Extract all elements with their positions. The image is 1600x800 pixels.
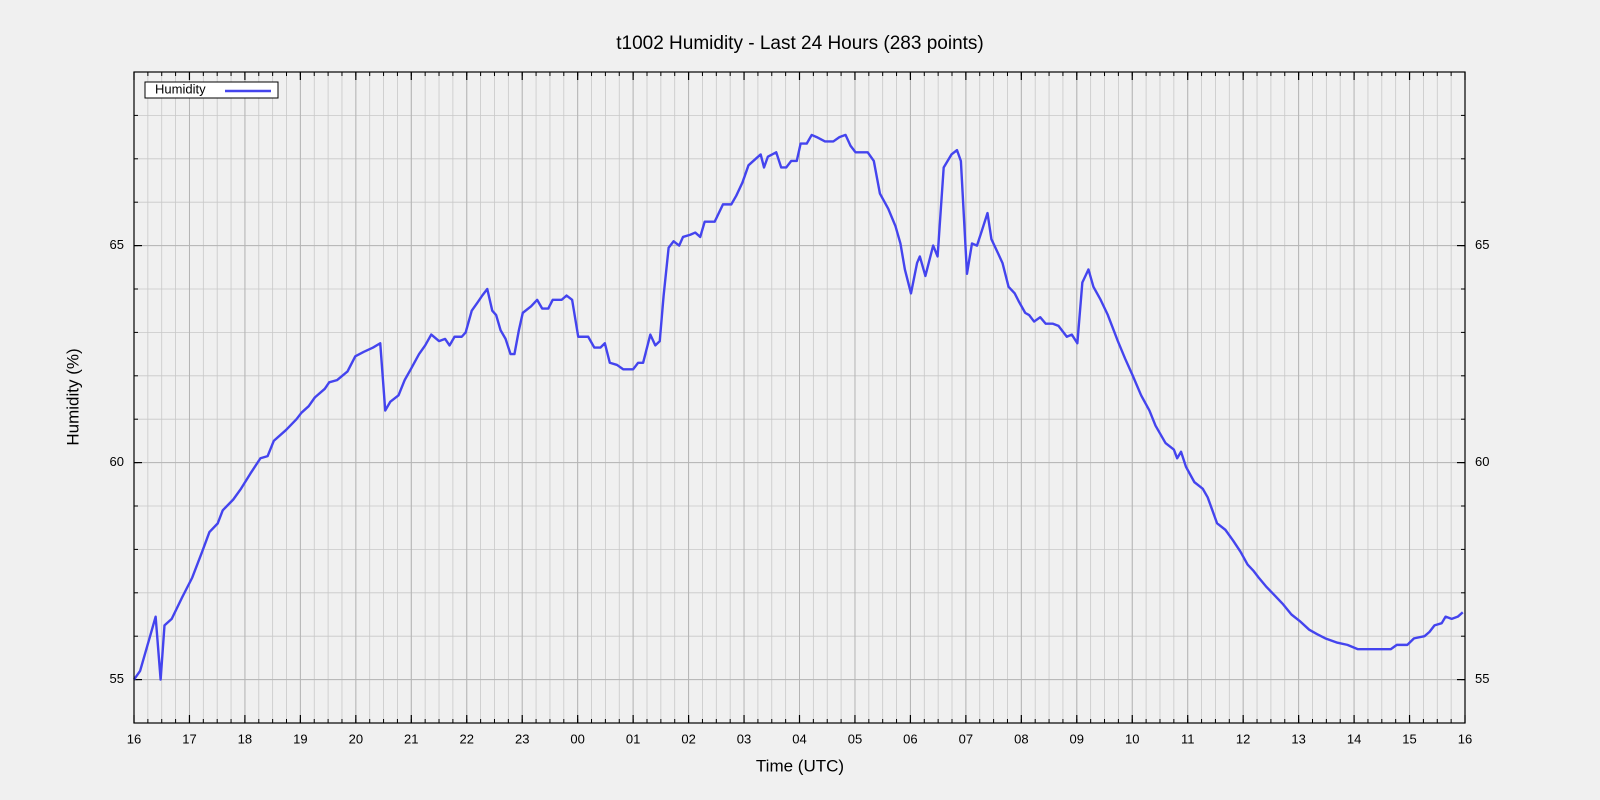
y-axis-label: Humidity (%): [63, 348, 82, 445]
x-tick-label: 03: [737, 731, 751, 746]
x-tick-label: 11: [1181, 731, 1195, 746]
ticks: 16 17 18 19 20 21 22 23 00 01 02 03 04 05 06 07 08 09 10 11…: [110, 71, 1489, 746]
plot: [133, 133, 1464, 681]
x-tick-label: 14: [1347, 731, 1361, 746]
legend: Humidity: [144, 81, 279, 99]
x-tick-label: 23: [515, 731, 529, 746]
x-tick-label: 04: [792, 731, 806, 746]
x-tick-label: 02: [681, 731, 695, 746]
x-tick-label: 20: [349, 731, 363, 746]
x-tick-label: 17: [182, 731, 196, 746]
x-tick-label: 21: [404, 731, 418, 746]
chart-title: t1002 Humidity - Last 24 Hours (283 poin…: [616, 33, 984, 54]
y-tick-label-right: 55: [1475, 671, 1489, 686]
plot-frame: [133, 71, 1466, 724]
y-tick-label-right: 65: [1475, 237, 1489, 252]
x-tick-label: 07: [959, 731, 973, 746]
x-tick-label: 00: [570, 731, 584, 746]
x-tick-label: 16: [127, 731, 141, 746]
x-tick-label: 10: [1125, 731, 1139, 746]
x-tick-label: 16: [1458, 731, 1472, 746]
x-tick-label: 19: [293, 731, 307, 746]
x-tick-label: 15: [1402, 731, 1416, 746]
x-tick-label: 01: [626, 731, 640, 746]
x-tick-label: 13: [1291, 731, 1305, 746]
x-tick-label: 06: [903, 731, 917, 746]
x-tick-label: 12: [1236, 731, 1250, 746]
x-axis-label: Time (UTC): [756, 756, 844, 775]
x-tick-label: 08: [1014, 731, 1028, 746]
x-tick-label: 22: [460, 731, 474, 746]
x-tick-label: 09: [1070, 731, 1084, 746]
grid: [133, 71, 1466, 724]
y-tick-label-right: 60: [1475, 454, 1489, 469]
y-tick-label: 55: [110, 671, 124, 686]
x-tick-label: 18: [238, 731, 252, 746]
series-line: [133, 133, 1464, 681]
legend-box: [144, 81, 279, 99]
y-tick-label: 60: [110, 454, 124, 469]
x-tick-label: 05: [848, 731, 862, 746]
legend-label: Humidity: [155, 81, 206, 96]
y-tick-label: 65: [110, 237, 124, 252]
